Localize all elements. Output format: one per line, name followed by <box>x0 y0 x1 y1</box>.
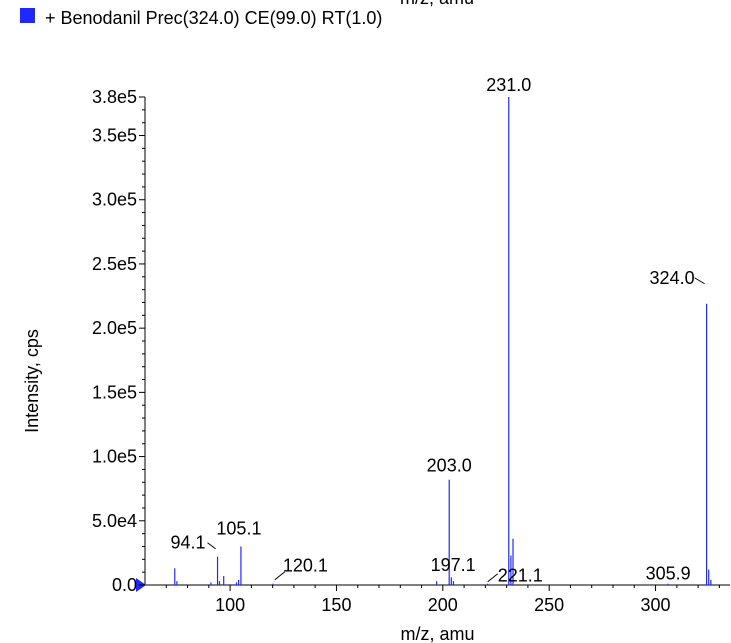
y-tick-label: 1.0e5 <box>92 447 137 467</box>
y-tick-label: 3.0e5 <box>92 190 137 210</box>
x-tick-label: 200 <box>428 595 458 615</box>
peak-label: 120.1 <box>283 556 328 576</box>
x-tick-label: 250 <box>534 595 564 615</box>
peak-label-leader <box>207 542 216 550</box>
y-tick-label: 3.8e5 <box>92 87 137 107</box>
cut-off-x-axis-label: m/z, amu <box>400 0 474 8</box>
peak-label: 105.1 <box>216 518 261 538</box>
peaks <box>174 97 712 585</box>
peak-label: 305.9 <box>646 564 691 584</box>
y-axis-title: Intensity, cps <box>22 329 42 433</box>
y-tick-label: 2.0e5 <box>92 318 137 338</box>
peak-label: 231.0 <box>486 75 531 95</box>
y-tick-label: 5.0e4 <box>92 511 137 531</box>
y-tick-label: 3.5e5 <box>92 126 137 146</box>
peak-label: 324.0 <box>650 268 695 288</box>
ticks: 0.0 5.0e4 1.0e5 1.5e5 2.0e5 2.5e5 3.0e5 3.5e5 3.… <box>92 87 720 615</box>
peak-label: 203.0 <box>427 456 472 476</box>
x-tick-label: 300 <box>641 595 671 615</box>
peak-label: 197.1 <box>431 555 476 575</box>
legend: m/z, amu + Benodanil Prec(324.0) CE(99.0… <box>0 0 731 60</box>
legend-square-icon <box>20 8 35 23</box>
peak-label: 221.1 <box>498 566 543 586</box>
y-tick-label: 0.0 <box>112 575 137 595</box>
peak-label-leader <box>274 571 286 581</box>
legend-label: + Benodanil Prec(324.0) CE(99.0) RT(1.0) <box>45 8 383 28</box>
peak-label-leader <box>694 277 705 285</box>
x-axis-title: m/z, amu <box>400 624 474 643</box>
y-tick-label: 2.5e5 <box>92 254 137 274</box>
x-tick-label: 100 <box>215 595 245 615</box>
y-tick-label: 1.5e5 <box>92 382 137 402</box>
peak-labels: 231.0 324.0 203.0 105.1 94.1 120.1 197.1 221.1 3… <box>170 75 705 586</box>
peak-label-leader <box>487 573 499 583</box>
peak-label: 94.1 <box>170 533 205 553</box>
x-tick-label: 150 <box>321 595 351 615</box>
